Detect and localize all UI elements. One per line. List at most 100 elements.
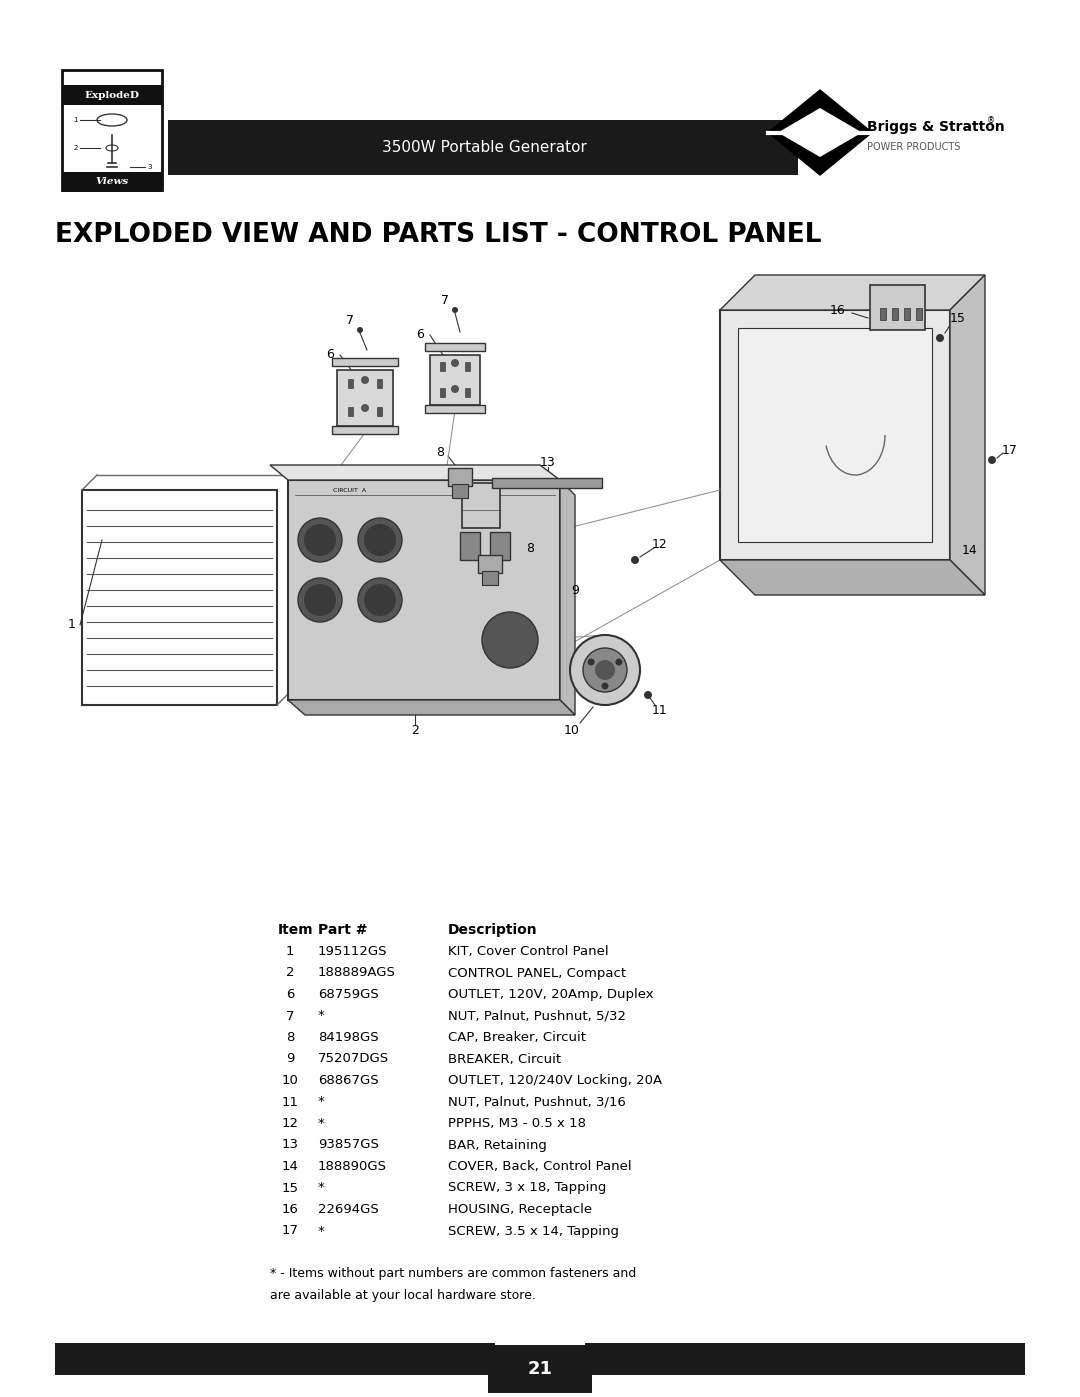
Circle shape	[364, 584, 396, 616]
Text: 17: 17	[282, 1225, 298, 1238]
Text: CIRCUIT  B: CIRCUIT B	[463, 488, 497, 493]
Text: BREAKER, Circuit: BREAKER, Circuit	[448, 1052, 562, 1066]
Text: 6: 6	[416, 328, 424, 341]
Circle shape	[303, 584, 336, 616]
Circle shape	[298, 518, 342, 562]
Text: 2: 2	[411, 724, 419, 736]
Text: are available at your local hardware store.: are available at your local hardware sto…	[270, 1288, 536, 1302]
Polygon shape	[768, 89, 872, 133]
Polygon shape	[288, 700, 575, 715]
Bar	[453, 483, 468, 497]
Text: SCREW, 3.5 x 14, Tapping: SCREW, 3.5 x 14, Tapping	[448, 1225, 619, 1238]
Circle shape	[588, 658, 595, 665]
Bar	[465, 388, 470, 397]
Text: Description: Description	[448, 923, 538, 937]
Circle shape	[451, 386, 459, 393]
Bar	[62, 85, 162, 105]
Text: OUTLET, 120V, 20Amp, Duplex: OUTLET, 120V, 20Amp, Duplex	[448, 988, 653, 1002]
Bar	[482, 571, 498, 585]
Bar	[462, 483, 500, 528]
Text: 16: 16	[282, 1203, 298, 1215]
Bar	[738, 328, 932, 542]
Bar	[377, 407, 382, 416]
Text: 3: 3	[147, 163, 151, 170]
Bar	[348, 407, 353, 416]
Text: NUT, Palnut, Pushnut, 3/16: NUT, Palnut, Pushnut, 3/16	[448, 1095, 626, 1108]
Text: 195112GS: 195112GS	[318, 944, 388, 958]
Text: POWER PRODUCTS: POWER PRODUCTS	[867, 142, 960, 152]
Bar	[892, 307, 897, 320]
Circle shape	[595, 659, 615, 680]
Text: COVER, Back, Control Panel: COVER, Back, Control Panel	[448, 1160, 632, 1173]
Text: KIT, Cover Control Panel: KIT, Cover Control Panel	[448, 944, 609, 958]
Bar	[720, 310, 950, 560]
Text: 2: 2	[286, 967, 294, 979]
Polygon shape	[720, 275, 985, 310]
Circle shape	[357, 578, 402, 622]
Bar	[430, 355, 480, 405]
Text: 9: 9	[571, 584, 579, 597]
Circle shape	[631, 556, 639, 564]
Text: Item: Item	[278, 923, 313, 937]
Polygon shape	[950, 275, 985, 595]
Text: EXPLODED VIEW AND PARTS LIST - CONTROL PANEL: EXPLODED VIEW AND PARTS LIST - CONTROL P…	[55, 222, 822, 249]
Text: 6: 6	[326, 348, 334, 362]
Bar	[440, 362, 445, 372]
Bar	[448, 468, 472, 486]
Circle shape	[357, 327, 363, 332]
Bar	[426, 405, 485, 414]
Text: 68867GS: 68867GS	[318, 1074, 379, 1087]
Text: 10: 10	[282, 1074, 298, 1087]
Bar	[377, 379, 382, 388]
Text: Views: Views	[95, 177, 129, 187]
Polygon shape	[768, 133, 872, 175]
Circle shape	[988, 455, 996, 464]
Text: 21: 21	[527, 1361, 553, 1377]
Text: 11: 11	[652, 704, 667, 717]
Circle shape	[364, 524, 396, 556]
Text: Part #: Part #	[318, 923, 367, 937]
Circle shape	[453, 307, 458, 313]
Text: 188890GS: 188890GS	[318, 1160, 387, 1173]
Text: 3500W Portable Generator: 3500W Portable Generator	[381, 141, 586, 155]
Bar	[332, 358, 399, 366]
Text: 1: 1	[286, 944, 294, 958]
Text: CONTROL PANEL, Compact: CONTROL PANEL, Compact	[448, 967, 626, 979]
Circle shape	[482, 612, 538, 668]
Text: 15: 15	[950, 312, 966, 324]
Text: 7: 7	[441, 293, 449, 306]
Text: 11: 11	[282, 1095, 298, 1108]
Circle shape	[644, 692, 652, 698]
Text: 93857GS: 93857GS	[318, 1139, 379, 1151]
Bar	[82, 490, 276, 705]
Text: 8: 8	[526, 542, 534, 555]
Circle shape	[361, 404, 369, 412]
Text: 14: 14	[282, 1160, 298, 1173]
Circle shape	[570, 636, 640, 705]
Bar	[880, 307, 886, 320]
Text: 1: 1	[73, 117, 78, 123]
Text: 22694GS: 22694GS	[318, 1203, 379, 1215]
Bar	[62, 70, 162, 190]
Text: NUT, Palnut, Pushnut, 5/32: NUT, Palnut, Pushnut, 5/32	[448, 1010, 626, 1023]
Bar	[585, 1343, 1025, 1375]
Text: 188889AGS: 188889AGS	[318, 967, 396, 979]
Circle shape	[936, 334, 944, 342]
Text: SCREW, 3 x 18, Tapping: SCREW, 3 x 18, Tapping	[448, 1182, 606, 1194]
Circle shape	[298, 578, 342, 622]
Text: 7: 7	[346, 313, 354, 327]
Circle shape	[357, 518, 402, 562]
Text: CIRCUIT  A: CIRCUIT A	[334, 488, 366, 493]
Text: 8: 8	[436, 447, 444, 460]
Text: 16: 16	[831, 303, 846, 317]
Bar	[55, 1343, 495, 1375]
Bar	[337, 370, 393, 426]
Bar	[440, 388, 445, 397]
Polygon shape	[561, 481, 575, 715]
Circle shape	[361, 376, 369, 384]
Text: 13: 13	[540, 455, 556, 468]
Text: OUTLET, 120/240V Locking, 20A: OUTLET, 120/240V Locking, 20A	[448, 1074, 662, 1087]
Text: 7: 7	[286, 1010, 294, 1023]
Ellipse shape	[106, 145, 118, 151]
Text: 12: 12	[652, 538, 667, 552]
